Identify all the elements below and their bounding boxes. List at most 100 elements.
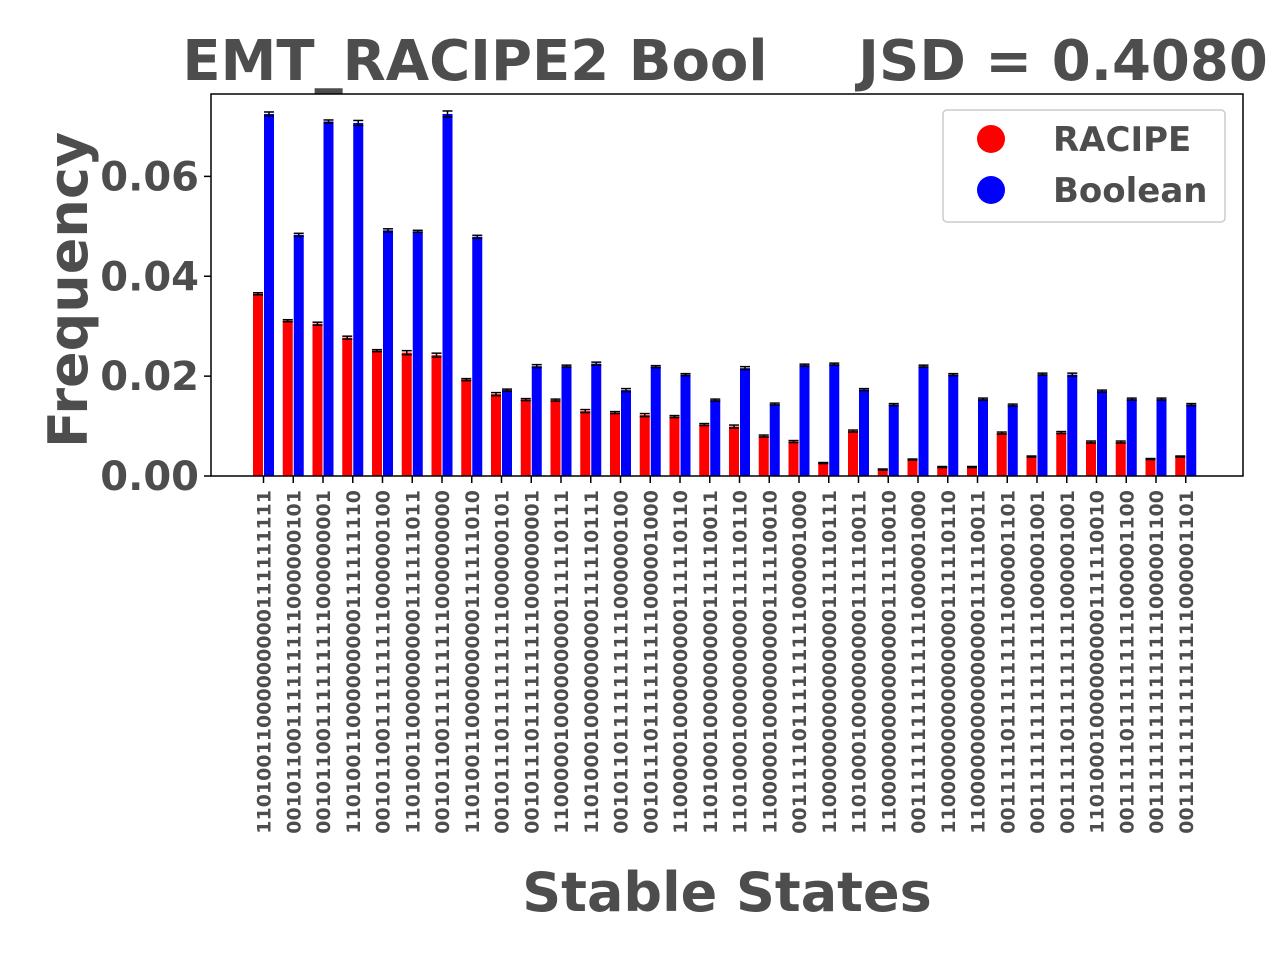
x-tick-label: 00101100111111111000000100 (373, 490, 395, 834)
error-bar-racipe-11 (580, 408, 591, 414)
error-bar-boolean-8 (502, 388, 512, 392)
bar-racipe-10 (550, 400, 561, 476)
x-tick-label: 11010011000000000111111010 (462, 490, 484, 834)
error-bar-racipe-30 (1145, 457, 1156, 461)
error-bar-racipe-2 (312, 321, 323, 326)
error-bar-racipe-16 (729, 424, 739, 429)
bar-boolean-17 (769, 404, 780, 476)
x-tick-label: 00111111111111111000001000 (908, 490, 930, 834)
bar-boolean-12 (621, 390, 631, 476)
bar-racipe-25 (996, 433, 1007, 476)
error-bar-boolean-5 (412, 229, 423, 234)
legend-marker-racipe (977, 125, 1005, 153)
bar-boolean-13 (650, 366, 661, 476)
bar-boolean-5 (412, 231, 423, 476)
bar-boolean-26 (1037, 374, 1048, 476)
x-tick-label: 00111111111111111000001001 (1027, 490, 1049, 834)
error-bar-boolean-10 (561, 364, 572, 368)
x-tick-label: 11010011000000000111111111 (254, 490, 276, 834)
bar-racipe-7 (461, 379, 472, 476)
error-bar-racipe-24 (967, 465, 977, 469)
error-bar-racipe-7 (461, 377, 472, 382)
error-bar-boolean-29 (1126, 397, 1137, 401)
bar-racipe-24 (967, 467, 977, 476)
bar-racipe-18 (788, 441, 799, 476)
error-bar-boolean-11 (591, 361, 602, 366)
bar-boolean-10 (561, 366, 572, 476)
x-tick-label: 11010001000000000111110010 (1087, 490, 1109, 834)
x-tick-label: 11000001000000000111110010 (759, 490, 781, 834)
bar-racipe-23 (937, 467, 948, 476)
bar-racipe-9 (520, 399, 531, 476)
x-tick-label: 00111110111111111000001101 (997, 490, 1019, 834)
error-bar-boolean-4 (383, 228, 393, 233)
error-bar-racipe-14 (669, 414, 680, 419)
x-tick-label: 11010001000000000111110111 (581, 490, 603, 834)
bar-boolean-8 (502, 390, 512, 476)
x-tick-label: 11000001000000000111110110 (670, 490, 692, 834)
error-bar-racipe-6 (431, 352, 442, 358)
y-tick-label: 0.00 (100, 454, 199, 500)
bar-boolean-29 (1126, 399, 1137, 476)
bar-racipe-8 (491, 394, 501, 476)
x-tick-label: 00101100111111111000000000 (432, 490, 454, 834)
error-bar-racipe-12 (610, 410, 620, 415)
x-tick-label: 00101101111111111000000100 (611, 490, 633, 834)
bar-racipe-29 (1115, 442, 1126, 476)
error-bar-racipe-23 (937, 465, 948, 469)
bar-racipe-16 (729, 426, 739, 476)
x-tick-label: 00111110111111111000001100 (1116, 490, 1138, 834)
bar-boolean-31 (1186, 404, 1197, 476)
error-bar-boolean-27 (1067, 372, 1078, 377)
bar-racipe-20 (848, 431, 858, 476)
bar-boolean-16 (740, 368, 750, 476)
bar-racipe-11 (580, 411, 591, 476)
x-tick-label: 00101100111111111000000001 (313, 490, 335, 834)
bar-boolean-19 (829, 364, 840, 476)
bar-racipe-22 (907, 459, 918, 476)
bar-racipe-6 (431, 355, 442, 476)
error-bar-racipe-28 (1086, 440, 1096, 444)
bar-boolean-4 (383, 230, 393, 476)
error-bar-boolean-17 (769, 402, 780, 406)
error-bar-boolean-13 (650, 364, 661, 369)
error-bar-boolean-23 (948, 372, 959, 377)
bar-racipe-28 (1086, 442, 1096, 476)
error-bar-boolean-16 (740, 365, 750, 371)
x-tick-label: 00101110111111111000000001 (521, 490, 543, 834)
x-tick-label: 00101110111111111000000101 (492, 490, 514, 834)
bar-boolean-23 (948, 374, 959, 476)
error-bar-boolean-6 (442, 110, 453, 118)
x-tick-label: 11010001000000000111110011 (700, 490, 722, 834)
error-bar-racipe-9 (520, 397, 531, 402)
error-bar-boolean-26 (1037, 372, 1048, 376)
x-tick-label: 00111110111111111000001000 (789, 490, 811, 834)
x-tick-label: 11000000000000000111110010 (878, 490, 900, 834)
error-bar-boolean-15 (710, 398, 721, 402)
error-bar-boolean-3 (353, 119, 364, 127)
error-bar-boolean-24 (978, 397, 988, 401)
plot-frame (210, 93, 1244, 477)
error-bar-racipe-4 (372, 348, 382, 353)
bars-layer (253, 110, 1197, 477)
error-bar-racipe-8 (491, 391, 501, 397)
bar-boolean-2 (323, 121, 334, 476)
bar-racipe-19 (818, 463, 829, 476)
bar-racipe-15 (699, 424, 710, 476)
error-bar-boolean-31 (1186, 402, 1197, 407)
x-axis: 11010011000000000111111111 00101100111111… (254, 476, 1198, 834)
x-tick-label: 11000000000000000111110011 (968, 490, 990, 834)
error-bar-racipe-20 (848, 429, 858, 433)
error-bar-boolean-21 (888, 402, 899, 407)
bar-racipe-17 (758, 436, 769, 476)
legend-marker-boolean (977, 176, 1005, 204)
error-bar-racipe-27 (1056, 430, 1067, 435)
y-tick-label: 0.06 (100, 154, 199, 200)
bar-racipe-14 (669, 416, 680, 476)
x-tick-label: 11010011000000000111111110 (343, 490, 365, 834)
error-bar-racipe-5 (401, 349, 412, 356)
error-bar-racipe-0 (253, 291, 263, 296)
bar-racipe-3 (342, 337, 353, 476)
bar-racipe-2 (312, 323, 323, 476)
